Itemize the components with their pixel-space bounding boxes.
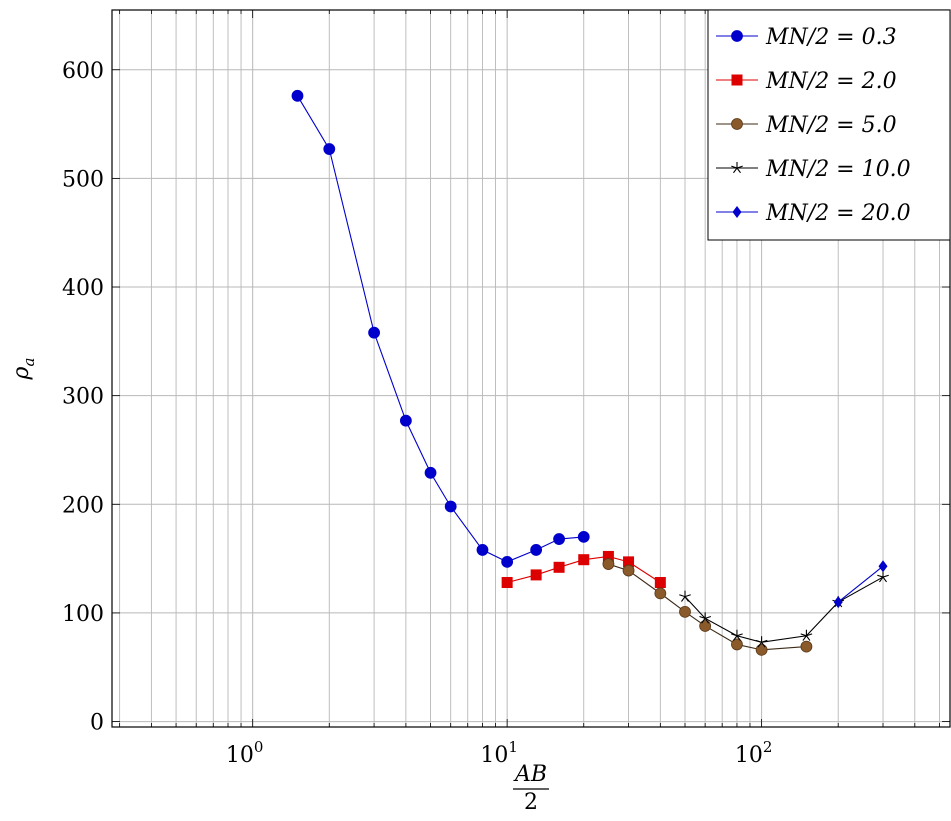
plot-frame (111, 9, 951, 728)
y-tick-label: 400 (62, 276, 104, 301)
y-tick-label: 200 (62, 493, 104, 518)
y-tick-label: 300 (62, 385, 104, 410)
y-tick-label: 100 (62, 602, 104, 627)
data-point (577, 530, 590, 543)
data-point (731, 162, 743, 174)
y-tick-label: 600 (62, 59, 104, 84)
data-point (444, 500, 457, 513)
data-point (679, 590, 691, 602)
legend: MN/2 = 0.3 MN/2 = 2.0 MN/2 = 5.0 MN/2 = 10.… (707, 9, 951, 241)
x-tick-label: 101 (480, 738, 518, 768)
x-axis-label-denominator: 2 (524, 790, 538, 815)
data-point (654, 577, 666, 589)
y-tick-label: 500 (62, 167, 104, 192)
data-point (800, 640, 813, 653)
series-line-1 (297, 95, 584, 563)
data-point (833, 596, 843, 609)
series-markers (291, 89, 889, 656)
data-point (602, 550, 614, 562)
legend-entry-label: MN/2 = 0.3 (765, 25, 897, 50)
data-point (755, 636, 768, 648)
data-point (323, 143, 336, 155)
data-point (731, 118, 743, 130)
data-point (731, 629, 743, 641)
data-point (679, 605, 691, 618)
data-point (602, 558, 615, 570)
data-point (699, 620, 712, 632)
axis-ticks: 0 100 200 300 400 500 600 100 101 102 (62, 10, 950, 768)
legend-entry-label: MN/2 = 5.0 (765, 113, 897, 138)
data-point (755, 643, 768, 656)
data-point (424, 466, 437, 479)
data-point (800, 629, 813, 641)
series-line-3 (608, 563, 807, 651)
data-point (530, 569, 542, 581)
data-point (530, 544, 543, 556)
data-point (699, 612, 712, 624)
series-line-5 (837, 565, 884, 603)
data-point (623, 556, 635, 568)
x-tick-label: 102 (735, 738, 773, 768)
data-point (553, 533, 565, 545)
data-point (731, 638, 743, 651)
data-point (399, 414, 412, 427)
data-point (368, 326, 380, 339)
y-axis-label-subscript: a (20, 358, 38, 367)
x-axis-label-numerator: AB (513, 762, 547, 787)
data-point (732, 206, 742, 218)
y-tick-label: 0 (90, 711, 104, 736)
legend-box (707, 9, 951, 241)
data-point (654, 587, 667, 600)
series-line-4 (684, 576, 884, 643)
data-point (501, 555, 514, 568)
data-point (731, 74, 743, 86)
data-point (731, 30, 743, 42)
data-point (878, 560, 888, 573)
data-point (476, 544, 489, 556)
data-point (501, 577, 513, 589)
legend-entry-label: MN/2 = 20.0 (765, 201, 911, 226)
legend-entry-label: MN/2 = 2.0 (765, 69, 897, 94)
y-axis-label: ρa (9, 358, 38, 381)
x-tick-label: 100 (226, 738, 264, 768)
data-point (578, 554, 590, 566)
data-point (622, 564, 635, 577)
data-point (291, 89, 304, 102)
legend-entry-label: MN/2 = 10.0 (765, 157, 911, 182)
y-axis-label-main: ρ (9, 366, 34, 380)
data-point (553, 561, 565, 573)
grid (112, 10, 950, 727)
